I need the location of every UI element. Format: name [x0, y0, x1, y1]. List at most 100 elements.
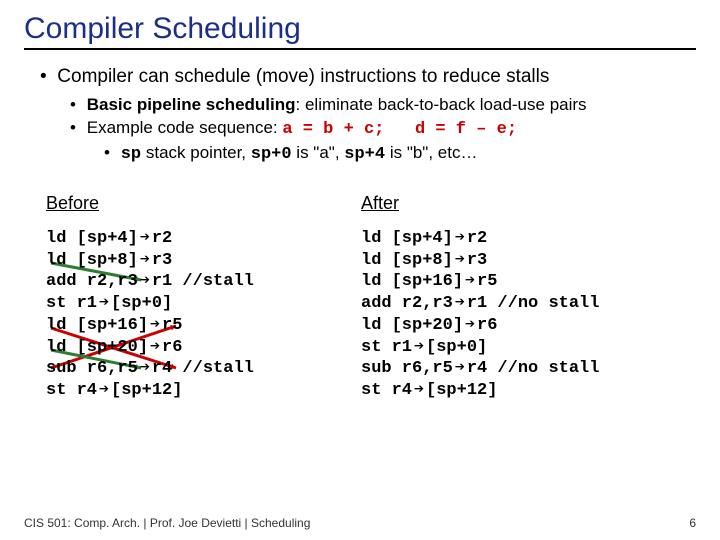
code-segment: r1: [467, 294, 487, 313]
code-segment: ld [sp+4]: [361, 229, 453, 248]
after-header: After: [361, 193, 676, 214]
code-segment: ld [sp+8]: [46, 251, 138, 270]
code-line: add r2,r3➔r1 //stall: [46, 271, 361, 293]
right-arrow-icon: ➔: [412, 337, 426, 359]
code-segment: ld [sp+8]: [361, 251, 453, 270]
main-bullet: • Compiler can schedule (move) instructi…: [40, 66, 696, 88]
sub-bullet-3: • sp stack pointer, sp+0 is "a", sp+4 is…: [104, 142, 696, 167]
right-arrow-icon: ➔: [463, 315, 477, 337]
code-segment: r2: [152, 229, 172, 248]
code-segment: r4: [467, 359, 487, 378]
code-segment: st r4: [361, 381, 412, 400]
code-line: ld [sp+16]➔r5: [361, 271, 676, 293]
slide: Compiler Scheduling • Compiler can sched…: [0, 0, 720, 540]
code-segment: r6: [162, 338, 182, 357]
code-segment: [sp+0]: [111, 294, 172, 313]
right-arrow-icon: ➔: [138, 358, 152, 380]
code-segment: st r1: [361, 338, 412, 357]
right-arrow-icon: ➔: [463, 271, 477, 293]
code-line: ld [sp+4]➔r2: [46, 228, 361, 250]
right-arrow-icon: ➔: [412, 380, 426, 402]
code-segment: [sp+12]: [426, 381, 497, 400]
sub-bullet-1: • Basic pipeline scheduling: eliminate b…: [70, 94, 696, 117]
footer-left: CIS 501: Comp. Arch. | Prof. Joe Deviett…: [24, 516, 310, 530]
code-line: st r1➔[sp+0]: [361, 337, 676, 359]
code-segment: r1: [152, 272, 172, 291]
code-line: st r4➔[sp+12]: [361, 380, 676, 402]
code-segment: add r2,r3: [46, 272, 138, 291]
code-line: st r1➔[sp+0]: [46, 293, 361, 315]
before-code: ld [sp+4]➔r2ld [sp+8]➔r3add r2,r3➔r1 //s…: [46, 228, 361, 402]
footer-right: 6: [689, 516, 696, 530]
sub-bullet-2: • Example code sequence: a = b + c; d = …: [70, 117, 696, 142]
code-segment: st r4: [46, 381, 97, 400]
code-line: ld [sp+20]➔r6: [361, 315, 676, 337]
sub3-p2: stack pointer,: [141, 143, 251, 162]
code-segment: r6: [477, 316, 497, 335]
code-segment: ld [sp+16]: [361, 272, 463, 291]
right-arrow-icon: ➔: [138, 271, 152, 293]
code-comment: //stall: [172, 359, 254, 378]
right-arrow-icon: ➔: [453, 250, 467, 272]
code-segment: r3: [152, 251, 172, 270]
code-line: ld [sp+8]➔r3: [46, 250, 361, 272]
right-arrow-icon: ➔: [453, 228, 467, 250]
sub1-rest: : eliminate back-to-back load-use pairs: [296, 95, 587, 114]
code-comment: //no stall: [487, 359, 599, 378]
before-column: Before ld [sp+4]➔r2ld [sp+8]➔r3add r2,r3…: [46, 193, 361, 402]
code-segment: ld [sp+4]: [46, 229, 138, 248]
right-arrow-icon: ➔: [148, 337, 162, 359]
right-arrow-icon: ➔: [148, 315, 162, 337]
after-column: After ld [sp+4]➔r2ld [sp+8]➔r3ld [sp+16]…: [361, 193, 676, 402]
sub3-p4: is "a",: [292, 143, 345, 162]
code-segment: r5: [477, 272, 497, 291]
code-segment: [sp+12]: [111, 381, 182, 400]
sub3-p1: sp: [121, 145, 141, 164]
code-segment: ld [sp+20]: [46, 338, 148, 357]
bullet-dot-icon: •: [70, 117, 82, 140]
sub3-p6: is "b", etc…: [385, 143, 477, 162]
code-line: st r4➔[sp+12]: [46, 380, 361, 402]
code-segment: r5: [162, 316, 182, 335]
sub2-prefix: Example code sequence:: [87, 118, 283, 137]
code-segment: r3: [467, 251, 487, 270]
right-arrow-icon: ➔: [453, 293, 467, 315]
code-comment: //stall: [172, 272, 254, 291]
code-segment: sub r6,r5: [361, 359, 453, 378]
code-columns: Before ld [sp+4]➔r2ld [sp+8]➔r3add r2,r3…: [46, 193, 696, 402]
sub2-code1: a = b + c;: [282, 120, 384, 139]
code-line: ld [sp+4]➔r2: [361, 228, 676, 250]
code-segment: st r1: [46, 294, 97, 313]
code-segment: r4: [152, 359, 172, 378]
code-line: ld [sp+8]➔r3: [361, 250, 676, 272]
code-line: ld [sp+20]➔r6: [46, 337, 361, 359]
code-segment: add r2,r3: [361, 294, 453, 313]
right-arrow-icon: ➔: [97, 293, 111, 315]
before-header: Before: [46, 193, 361, 214]
right-arrow-icon: ➔: [97, 380, 111, 402]
code-comment: //no stall: [487, 294, 599, 313]
code-segment: sub r6,r5: [46, 359, 138, 378]
code-line: ld [sp+16]➔r5: [46, 315, 361, 337]
code-line: sub r6,r5➔r4 //no stall: [361, 358, 676, 380]
sub1-bold: Basic pipeline scheduling: [87, 95, 296, 114]
bullet-dot-icon: •: [104, 142, 116, 165]
right-arrow-icon: ➔: [138, 250, 152, 272]
right-arrow-icon: ➔: [138, 228, 152, 250]
sub2-gap: [384, 120, 415, 139]
slide-title: Compiler Scheduling: [24, 12, 696, 50]
code-segment: ld [sp+16]: [46, 316, 148, 335]
bullet-dot-icon: •: [40, 66, 52, 88]
code-segment: [sp+0]: [426, 338, 487, 357]
sub2-code2: d = f – e;: [415, 120, 517, 139]
sub3-p5: sp+4: [344, 145, 385, 164]
code-segment: r2: [467, 229, 487, 248]
main-bullet-text: Compiler can schedule (move) instruction…: [57, 66, 549, 87]
after-code: ld [sp+4]➔r2ld [sp+8]➔r3ld [sp+16]➔r5add…: [361, 228, 676, 402]
code-segment: ld [sp+20]: [361, 316, 463, 335]
right-arrow-icon: ➔: [453, 358, 467, 380]
bullet-dot-icon: •: [70, 94, 82, 117]
footer: CIS 501: Comp. Arch. | Prof. Joe Deviett…: [24, 516, 696, 530]
code-line: add r2,r3➔r1 //no stall: [361, 293, 676, 315]
code-line: sub r6,r5➔r4 //stall: [46, 358, 361, 380]
